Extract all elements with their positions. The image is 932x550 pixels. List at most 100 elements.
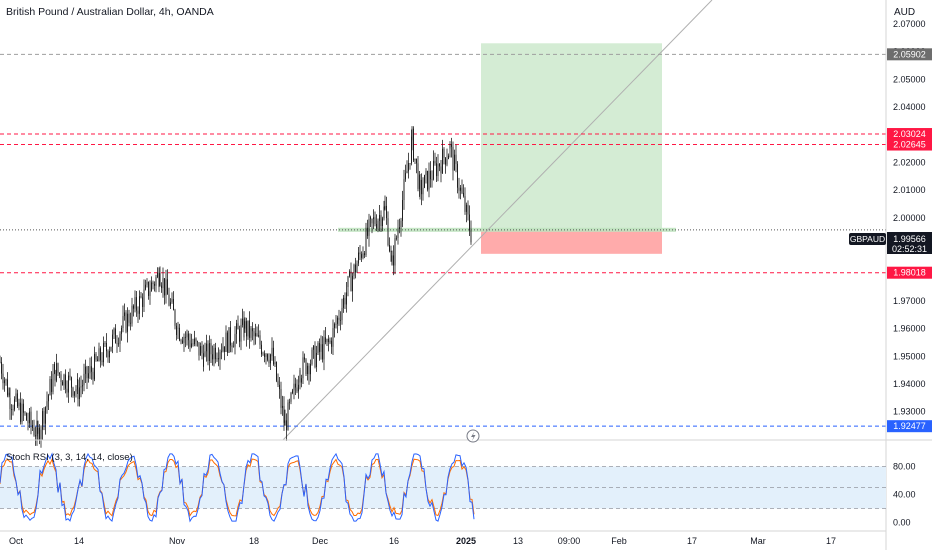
level-badge [887,138,932,151]
candle-body [45,407,46,424]
level-badge [887,420,932,433]
candle-body [240,324,242,342]
indicator-tick-label: 40.00 [893,490,916,500]
candle-body [139,296,140,314]
candle-body [65,374,66,389]
candle-body [42,411,43,430]
candle-body [458,187,460,191]
candle-body [122,316,124,329]
candle-body [299,370,301,383]
candle-body [69,375,71,378]
candle-body [271,347,273,357]
level-badge-value: 2.05902 [893,49,926,59]
candle-body [361,254,362,258]
price-tick-label: 2.04000 [893,102,926,112]
time-axis-label: 18 [249,536,259,546]
candle-body [191,343,192,348]
candle-body [115,328,116,344]
candle-body [33,428,35,436]
candle-body [396,237,397,239]
candle-body [119,333,121,344]
candle-body [466,204,467,212]
candle-body [411,136,412,164]
candle-body [414,158,416,161]
candle-body [51,379,52,392]
candle-body [49,379,51,396]
candle-body [72,387,74,396]
candle-body [189,340,191,348]
candle-body [52,373,54,392]
candle-body [225,332,227,352]
candle-body [390,251,392,252]
candle-body [279,384,280,390]
candle-body [118,343,119,345]
candle-body [419,179,421,191]
current-symbol-label: GBPAUD [850,234,885,244]
candle-body [286,420,287,431]
trend-line[interactable] [282,0,713,441]
candle-body [247,320,249,337]
candle-body [383,206,385,219]
candle-body [322,344,323,360]
time-axis-label: 16 [389,536,399,546]
candle-body [185,336,186,338]
main-pane[interactable] [0,0,886,440]
candle-body [107,351,109,358]
candle-body [273,347,274,365]
candle-body [325,337,326,343]
candle-body [296,387,298,392]
candle-body [409,163,411,164]
candle-body [253,331,255,337]
candle-body [451,144,452,147]
candle-body [274,362,276,365]
candle-body [151,282,152,292]
profit-zone[interactable] [481,43,662,230]
candle-body [387,218,389,246]
candle-body [137,310,139,314]
candle-body [174,310,176,326]
candle-body [268,359,270,364]
candle-body [341,307,343,321]
candle-body [57,363,59,373]
horizontal-levels[interactable] [0,53,886,427]
price-tick-label: 1.94000 [893,379,926,389]
candle-body [167,279,168,295]
candle-body [146,281,148,285]
candle-body [227,332,228,353]
candle-body [440,166,442,174]
candle-body [165,279,167,296]
candle-body [131,305,133,324]
candle-body [430,170,431,180]
candle-body [168,294,170,306]
candle-body [159,273,161,286]
long-position-tool[interactable] [338,43,676,254]
stoch-rsi-pane[interactable] [0,452,886,523]
candle-body [284,420,286,426]
candle-body [267,354,268,360]
candle-body [408,163,409,172]
candle-body [329,340,331,343]
candle-body [148,281,149,296]
candle-body [310,364,311,375]
currency-label[interactable]: AUD [894,7,915,18]
candle-body [252,328,253,332]
candle-body [356,263,358,273]
price-tick-label: 2.01000 [893,185,926,195]
candle-body [364,253,365,256]
stoch-k-line [0,452,475,523]
lightning-icon[interactable] [466,429,480,443]
candle-body [4,380,5,384]
candle-body [83,373,85,386]
candle-body [35,435,36,437]
candle-body [46,401,48,408]
candle-body [27,420,29,424]
symbol-title: British Pound / Australian Dollar, 4h, O… [6,6,214,18]
indicator-title[interactable]: Stoch RSI (3, 3, 14, 14, close) [6,452,133,463]
candle-body [236,323,237,334]
candle-body [460,187,461,191]
loss-zone[interactable] [481,229,662,254]
candle-body [82,385,83,387]
candle-body [371,219,373,224]
time-axis-label: Dec [312,536,329,546]
